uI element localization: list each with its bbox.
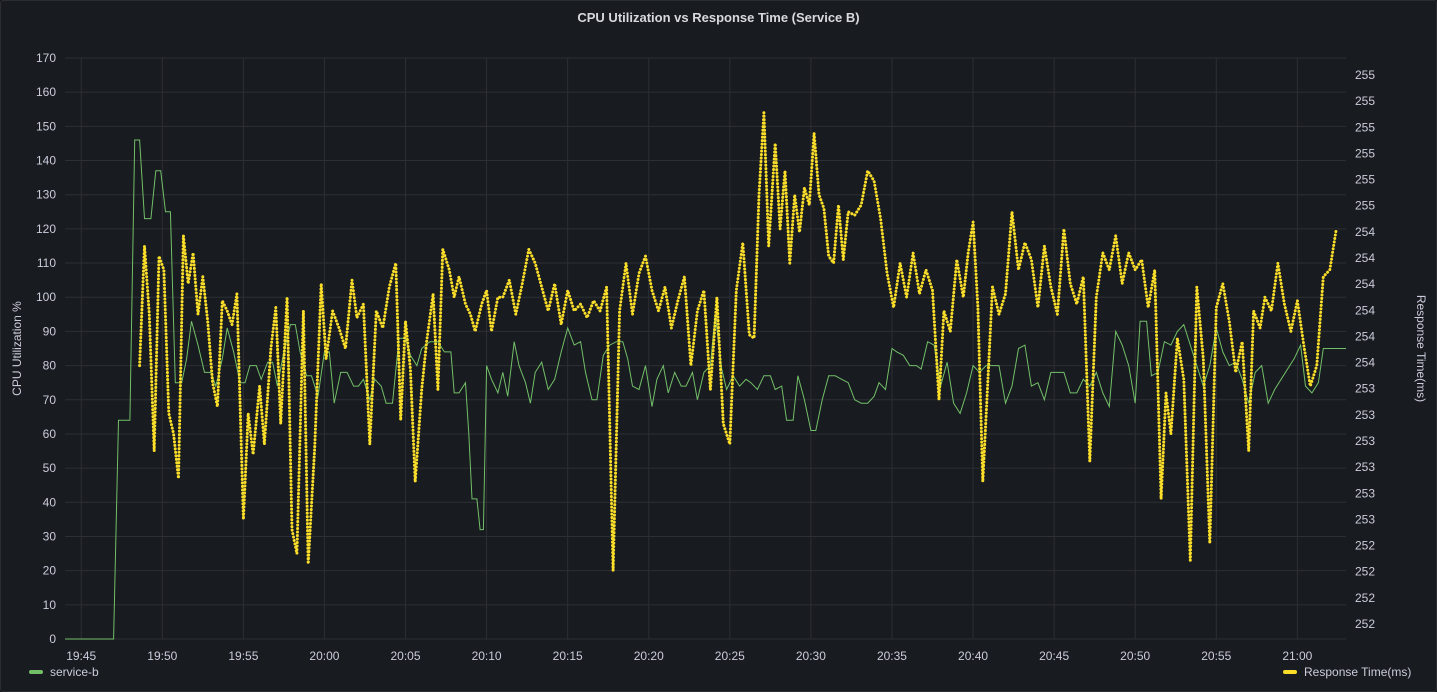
legend-label-response-time: Response Time(ms) xyxy=(1304,665,1412,679)
y-right-tick-label: 253 xyxy=(1355,434,1375,448)
y-left-tick-label: 160 xyxy=(36,85,56,99)
y-left-tick-label: 50 xyxy=(43,461,57,475)
y-right-tick-label: 253 xyxy=(1355,382,1375,396)
y-right-tick-label: 254 xyxy=(1355,356,1375,370)
x-tick-label: 20:15 xyxy=(553,649,583,663)
y-left-tick-label: 20 xyxy=(43,564,57,578)
y-left-tick-label: 170 xyxy=(36,51,56,65)
series-line-service-b xyxy=(65,139,1346,640)
x-tick-label: 20:25 xyxy=(715,649,745,663)
legend-item-response-time[interactable]: Response Time(ms) xyxy=(1283,665,1411,679)
legend-swatch-response-time xyxy=(1283,670,1297,674)
y-right-tick-label: 253 xyxy=(1355,408,1375,422)
y-right-tick-label: 254 xyxy=(1355,277,1375,291)
x-tick-label: 21:00 xyxy=(1282,649,1312,663)
legend-swatch-service-b xyxy=(29,670,43,674)
y-right-tick-label: 255 xyxy=(1355,94,1375,108)
x-tick-label: 20:00 xyxy=(309,649,339,663)
y-left-tick-label: 10 xyxy=(43,598,57,612)
legend-label-service-b: service-b xyxy=(50,665,99,679)
y-right-tick-label: 252 xyxy=(1355,617,1375,631)
y-left-axis-label: CPU Utilization % xyxy=(10,301,24,396)
y-left-tick-label: 70 xyxy=(43,393,57,407)
legend-item-service-b[interactable]: service-b xyxy=(29,665,99,679)
y-right-tick-label: 252 xyxy=(1355,591,1375,605)
y-left-tick-label: 90 xyxy=(43,324,57,338)
y-left-tick-label: 100 xyxy=(36,290,56,304)
y-left-tick-label: 30 xyxy=(43,529,57,543)
series-line-response-time xyxy=(138,111,1338,573)
y-right-tick-label: 254 xyxy=(1355,225,1375,239)
chart-title: CPU Utilization vs Response Time (Servic… xyxy=(577,10,860,25)
x-tick-label: 20:40 xyxy=(958,649,988,663)
y-left-tick-label: 130 xyxy=(36,188,56,202)
x-tick-label: 20:35 xyxy=(877,649,907,663)
y-left-tick-label: 150 xyxy=(36,119,56,133)
y-left-tick-label: 40 xyxy=(43,495,57,509)
y-right-tick-label: 252 xyxy=(1355,565,1375,579)
y-right-tick-label: 255 xyxy=(1355,120,1375,134)
y-right-tick-label: 252 xyxy=(1355,539,1375,553)
y-left-tick-label: 140 xyxy=(36,154,56,168)
x-tick-label: 20:50 xyxy=(1120,649,1150,663)
x-tick-label: 19:50 xyxy=(147,649,177,663)
y-right-tick-label: 254 xyxy=(1355,329,1375,343)
y-right-tick-label: 255 xyxy=(1355,146,1375,160)
y-left-tick-label: 80 xyxy=(43,359,57,373)
x-tick-label: 19:45 xyxy=(66,649,96,663)
x-tick-label: 20:30 xyxy=(796,649,826,663)
x-tick-label: 20:05 xyxy=(391,649,421,663)
y-right-tick-label: 255 xyxy=(1355,68,1375,82)
y-right-axis-label: Response Time(ms) xyxy=(1414,295,1428,402)
y-right-tick-label: 253 xyxy=(1355,460,1375,474)
y-right-tick-label: 254 xyxy=(1355,303,1375,317)
y-right-tick-label: 255 xyxy=(1355,199,1375,213)
x-tick-label: 20:45 xyxy=(1039,649,1069,663)
x-tick-label: 19:55 xyxy=(228,649,258,663)
x-tick-label: 20:10 xyxy=(472,649,502,663)
x-tick-label: 20:20 xyxy=(634,649,664,663)
y-left-tick-label: 0 xyxy=(49,632,56,646)
y-right-tick-label: 255 xyxy=(1355,173,1375,187)
y-right-tick-label: 253 xyxy=(1355,512,1375,526)
x-tick-label: 20:55 xyxy=(1201,649,1231,663)
y-left-tick-label: 110 xyxy=(37,256,56,270)
y-left-tick-label: 120 xyxy=(36,222,56,236)
y-right-tick-label: 254 xyxy=(1355,251,1375,265)
y-left-tick-label: 60 xyxy=(43,427,57,441)
y-right-tick-label: 253 xyxy=(1355,486,1375,500)
